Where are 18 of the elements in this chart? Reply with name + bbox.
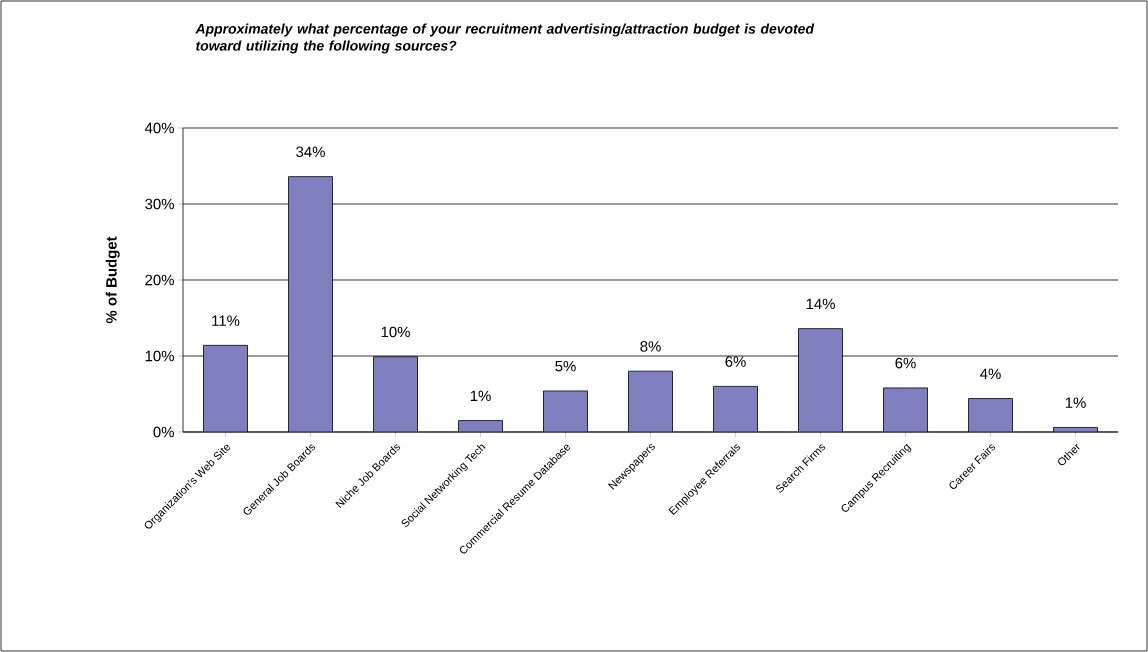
data-label: 10% [381,326,410,338]
data-label: 5% [555,360,576,372]
data-label: 11% [212,315,240,326]
chart-title: Approximately what percentage of your recruitment advertising/attraction budget is devoted toward utilizing the following sources? [195,23,815,54]
y-tick-label: 20% [145,274,174,286]
y-tick-label: 10% [145,350,174,362]
data-label: 1% [470,390,491,402]
data-label: 14% [806,298,835,310]
y-axis-title: % of Budget [105,236,120,324]
y-tick-label: 30% [145,198,174,210]
data-label: 1% [1065,397,1086,408]
data-label: 4% [980,368,1001,380]
data-label: 6% [725,356,746,367]
y-tick-label: 40% [144,122,174,134]
y-tick-label: 0% [153,426,174,438]
data-label: 8% [640,341,661,352]
data-label: 34% [296,146,325,158]
data-label: 6% [895,357,916,369]
